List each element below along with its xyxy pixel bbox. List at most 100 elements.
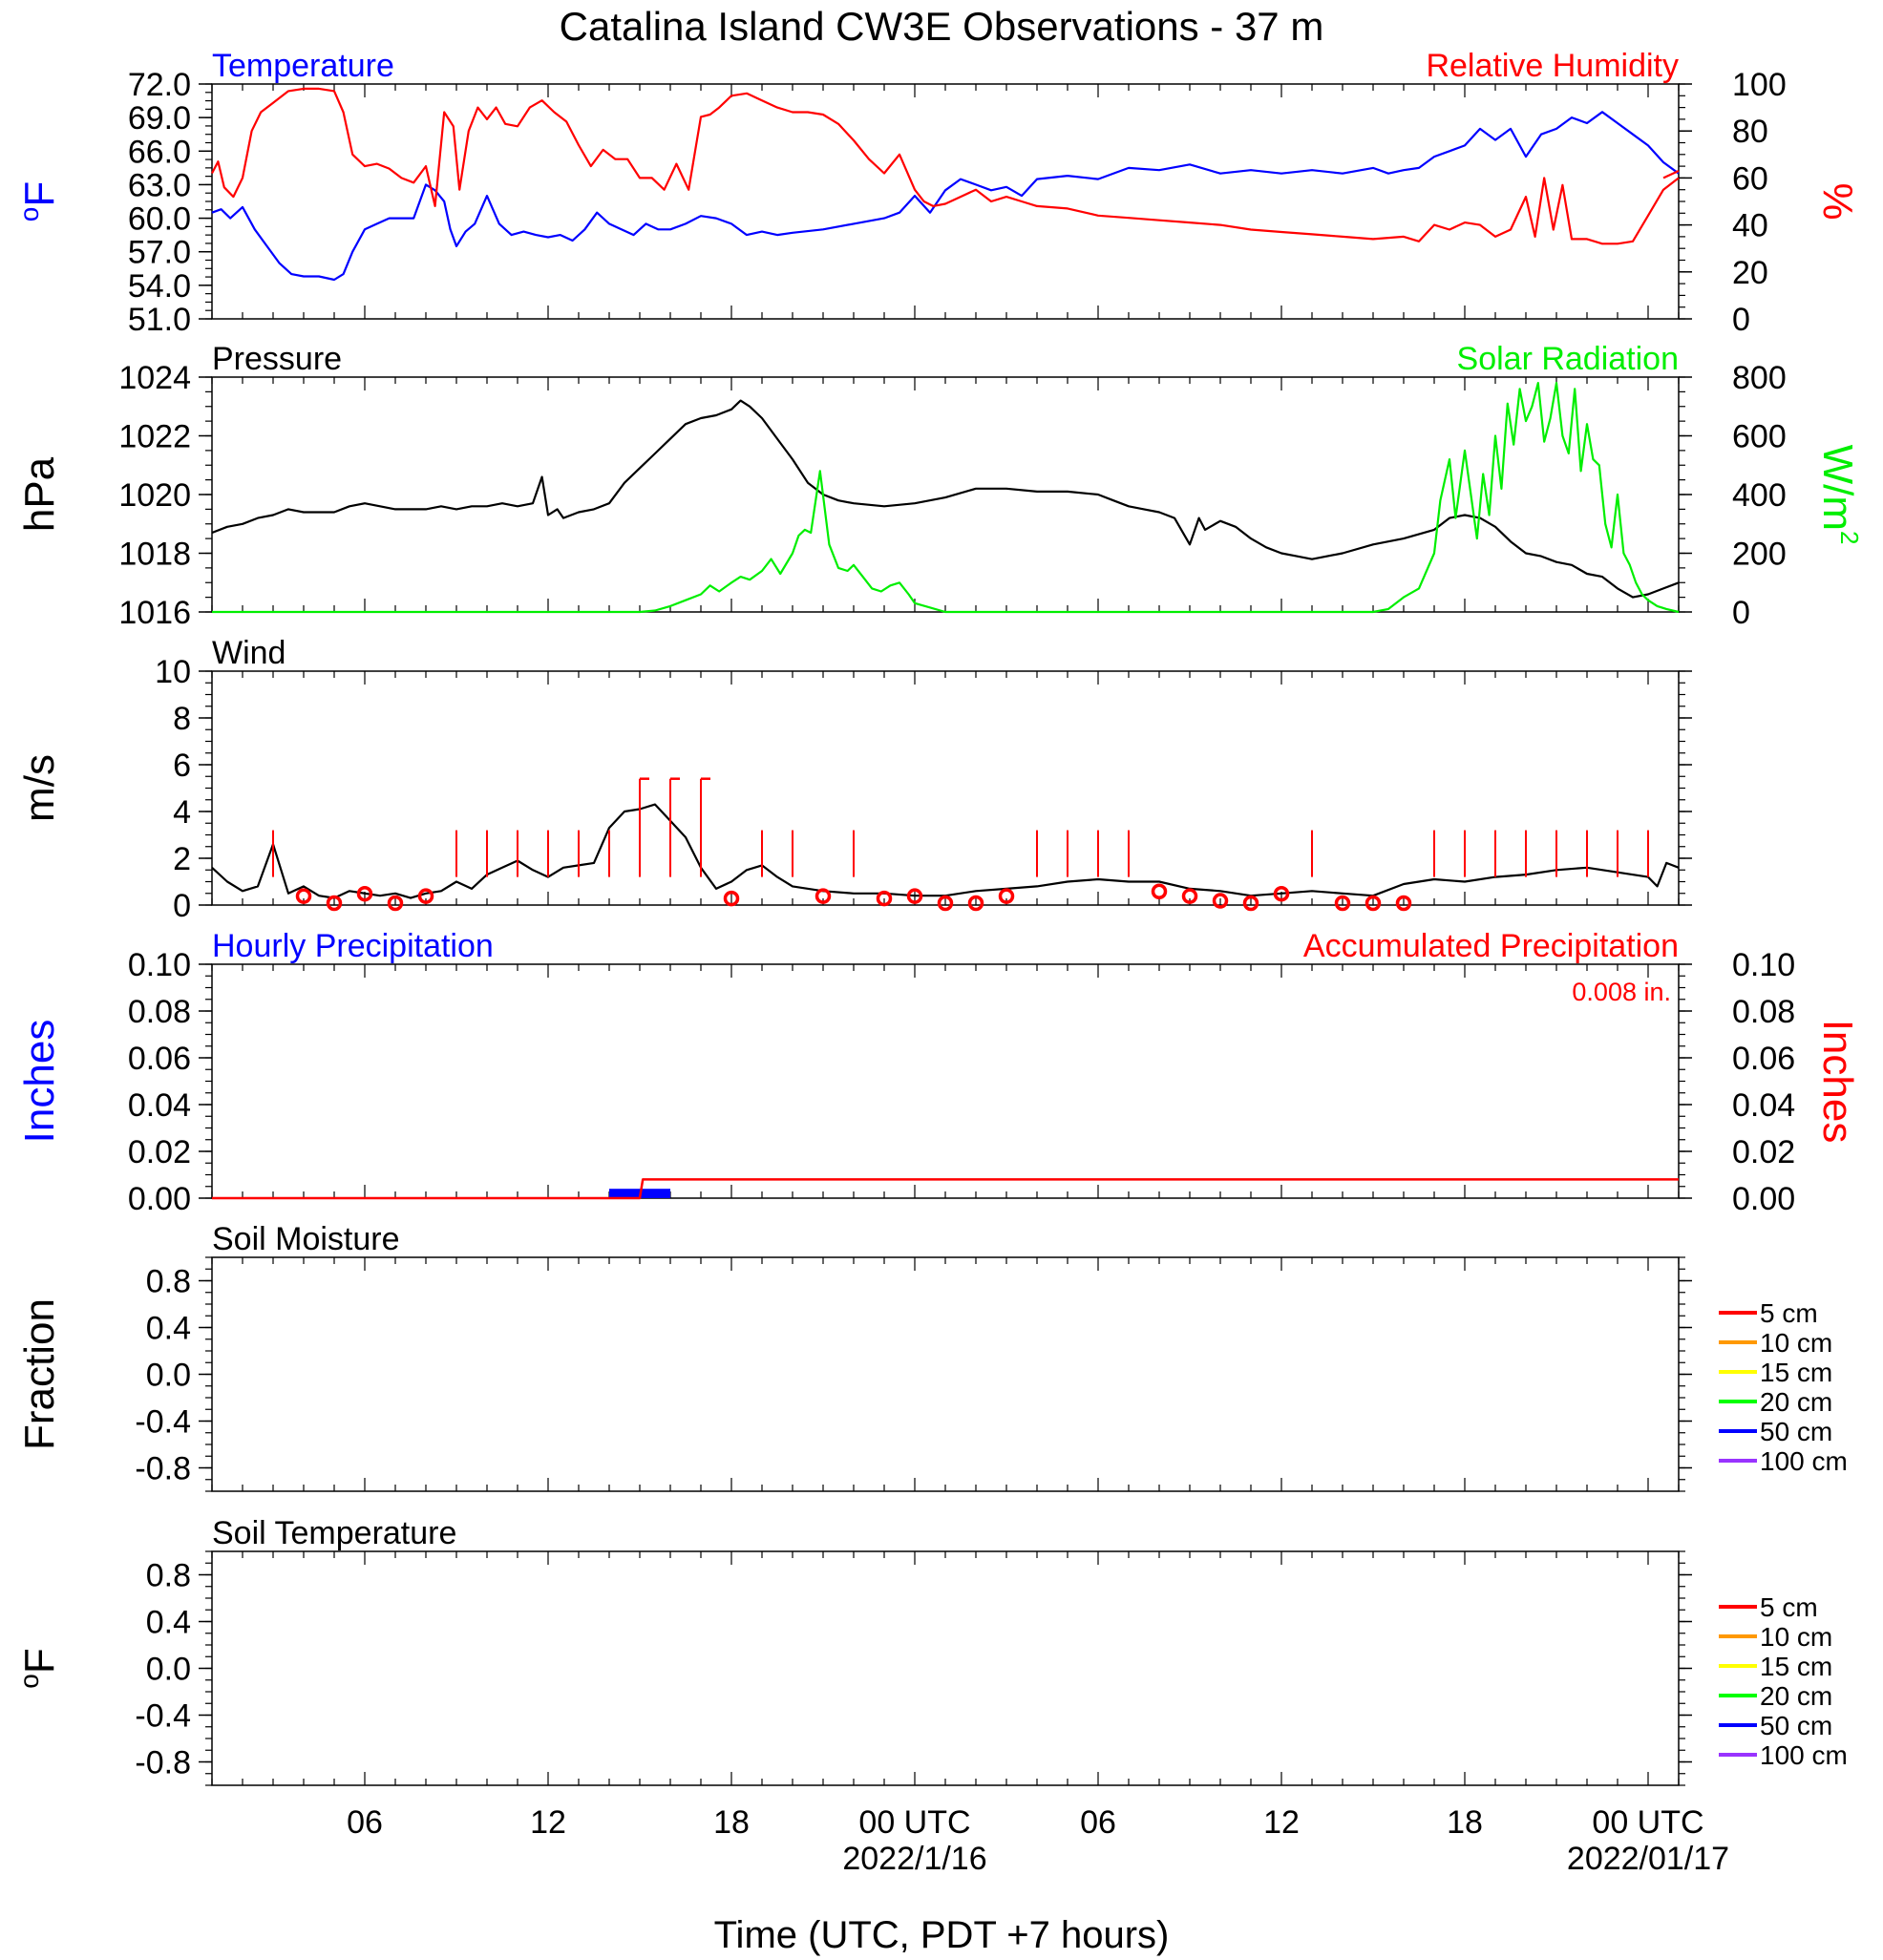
y-tick-label: 1022 (118, 419, 191, 455)
legend-label: 20 cm (1760, 1387, 1832, 1417)
right-y-tick-label: 20 (1732, 255, 1768, 291)
right-y-tick-label: 0.06 (1732, 1041, 1795, 1077)
calm-wind-marker (1273, 885, 1290, 902)
y-tick-label: -0.8 (135, 1745, 191, 1781)
y-tick-label: 0.0 (146, 1652, 191, 1688)
calm-wind-marker (1181, 888, 1198, 904)
right-y-tick-label: 0.02 (1732, 1134, 1795, 1170)
legend-label: 10 cm (1760, 1622, 1832, 1652)
calm-wind-marker (937, 895, 954, 912)
y-tick-label: 0.10 (128, 947, 191, 983)
degree-mark: o (14, 1674, 44, 1689)
right-unit-label: % (1814, 182, 1861, 220)
y-tick-label: 1016 (118, 595, 191, 631)
plot-frame (211, 83, 1680, 320)
y-tick-label: -0.4 (135, 1698, 191, 1735)
y-tick-label: 54.0 (128, 268, 191, 305)
fahrenheit-mark: F (16, 181, 63, 207)
calm-wind-marker (1334, 895, 1351, 912)
plot-frame (211, 963, 1680, 1199)
plot-frame (211, 670, 1680, 906)
y-tick-label: 57.0 (128, 235, 191, 271)
calm-wind-marker (1212, 893, 1229, 909)
legend-label: 15 cm (1760, 1652, 1832, 1681)
calm-wind-marker (356, 885, 373, 902)
plot-frame (211, 1256, 1680, 1492)
degree-mark: o (14, 207, 44, 222)
y-tick-label: 0.4 (146, 1311, 191, 1347)
left-unit-label: Fraction (16, 1298, 63, 1450)
y-tick-label: 69.0 (128, 100, 191, 137)
y-tick-label: 0.4 (146, 1605, 191, 1641)
panel-wind: 10 8 6 4 2 0 Wind m/s (16, 635, 1692, 924)
x-date-label: 2022/1/16 (842, 1841, 986, 1877)
legend-label: 100 cm (1760, 1446, 1848, 1476)
right-y-tick-label: 0 (1732, 302, 1750, 338)
calm-wind-marker (723, 890, 740, 907)
x-tick-label: 06 (1080, 1804, 1116, 1841)
right-unit-text: W/m (1814, 445, 1861, 531)
series-line-relative-humidity (211, 87, 1680, 245)
right-y-tick-label: 100 (1732, 67, 1787, 103)
hourly-precip-bar (640, 1189, 670, 1198)
legend-label: 5 cm (1760, 1298, 1818, 1328)
calm-wind-marker (417, 888, 434, 904)
y-tick-label: 63.0 (128, 167, 191, 203)
y-tick-label: 1018 (118, 537, 191, 573)
legend-label: 20 cm (1760, 1681, 1832, 1711)
right-unit-label: W/m2 (1814, 445, 1864, 545)
y-tick-label: 0.04 (128, 1087, 191, 1124)
right-y-tick-label: 400 (1732, 477, 1787, 514)
y-tick-label: -0.8 (135, 1451, 191, 1487)
right-y-tick-label: 0.10 (1732, 947, 1795, 983)
right-y-tick-label: 800 (1732, 360, 1787, 396)
y-tick-label: 4 (173, 794, 191, 831)
left-unit-label: m/s (16, 754, 63, 822)
legend-label: 10 cm (1760, 1328, 1832, 1358)
accumulated-total-label: 0.008 in. (1572, 978, 1671, 1006)
y-tick-label: 1024 (118, 360, 191, 396)
figure-title: Catalina Island CW3E Observations - 37 m (560, 4, 1324, 49)
y-tick-label: 8 (173, 701, 191, 737)
right-y-tick-label: 60 (1732, 160, 1768, 197)
hourly-precip-bar (609, 1189, 640, 1198)
right-y-tick-label: 0.00 (1732, 1181, 1795, 1217)
x-axis-label: Time (UTC, PDT +7 hours) (714, 1914, 1170, 1956)
calm-wind-marker (1365, 895, 1382, 912)
right-y-tick-label: 600 (1732, 419, 1787, 455)
x-tick-label: 18 (713, 1804, 750, 1841)
y-tick-label: 72.0 (128, 67, 191, 103)
panel-right-title: Accumulated Precipitation (1303, 928, 1679, 964)
series-line-accumulated-precipitation (212, 1178, 1679, 1200)
right-y-tick-label: 200 (1732, 537, 1787, 573)
plot-frame (211, 1550, 1680, 1786)
panel-right-title: Solar Radiation (1457, 341, 1679, 377)
y-tick-label: 0.8 (146, 1558, 191, 1594)
y-tick-label: 51.0 (128, 302, 191, 338)
panel-left-title: Pressure (212, 341, 342, 377)
panels: 72.069.066.063.060.057.054.051.010080604… (14, 48, 1864, 1786)
legend-label: 50 cm (1760, 1711, 1832, 1740)
calm-wind-marker (1151, 883, 1168, 899)
x-date-label: 2022/01/17 (1567, 1841, 1729, 1877)
right-y-tick-label: 80 (1732, 114, 1768, 150)
x-tick-label: 12 (530, 1804, 566, 1841)
y-tick-label: 1020 (118, 477, 191, 514)
right-y-tick-label: 40 (1732, 208, 1768, 244)
calm-wind-marker (906, 888, 923, 904)
calm-wind-marker (876, 890, 893, 907)
right-unit-text: % (1814, 182, 1861, 220)
calm-wind-marker (998, 888, 1015, 904)
calm-wind-marker (1395, 895, 1412, 912)
panel-precipitation: 0.10 0.08 0.06 0.04 0.02 0.00 0.10 0.08 0.06 0.04… (16, 928, 1861, 1217)
right-unit-label: Inches (1814, 1020, 1861, 1144)
x-tick-label: 06 (347, 1804, 383, 1841)
series-line-wind (211, 803, 1680, 899)
x-tick-label: 18 (1447, 1804, 1483, 1841)
x-tick-label: 12 (1263, 1804, 1300, 1841)
x-tick-label: 00 UTC (858, 1804, 970, 1841)
y-tick-label: 60.0 (128, 201, 191, 238)
fahrenheit-mark: F (16, 1648, 63, 1674)
